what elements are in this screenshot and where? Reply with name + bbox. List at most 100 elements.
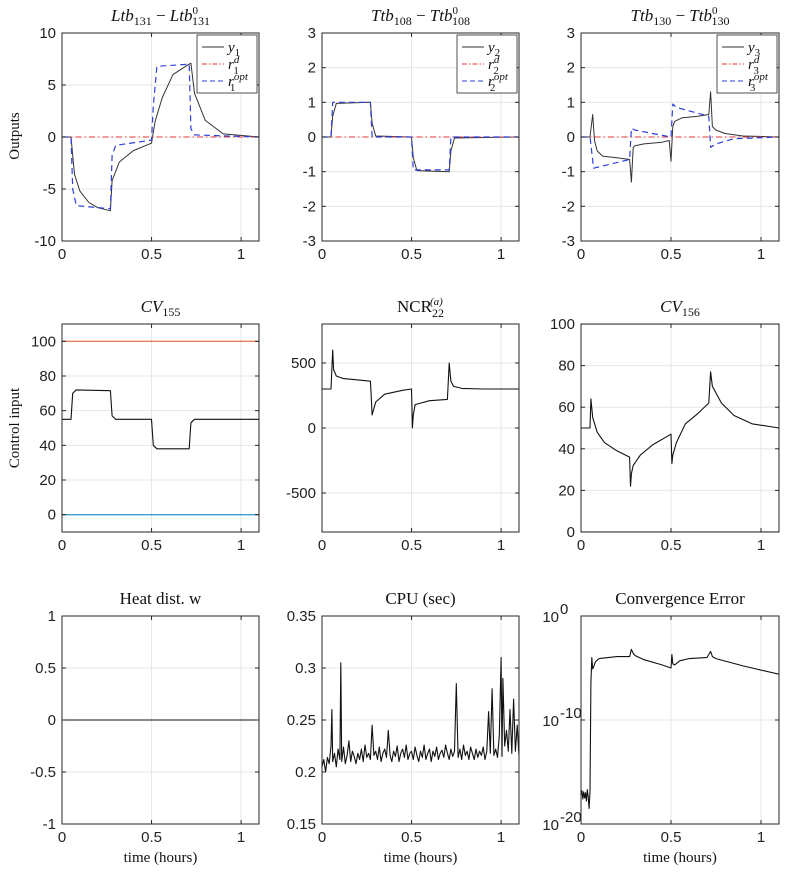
series-r3-opt: [581, 103, 779, 169]
x-tick-label: 0.5: [661, 829, 682, 846]
plot-title: Ttb130 − Ttb0 130: [631, 5, 730, 28]
x-tick-label: 0: [318, 537, 326, 554]
y-tick-label: 0.2: [295, 764, 316, 781]
series-r2-opt: [322, 101, 519, 171]
legend-entry: rd 1: [228, 54, 240, 77]
y-tick-label: 10: [39, 25, 56, 42]
series-r1-opt: [62, 63, 259, 210]
x-tick-label: 0: [577, 246, 585, 263]
x-tick-label: 0.5: [141, 829, 162, 846]
y-tick-label: 3: [308, 25, 316, 42]
plot-area: [62, 324, 259, 532]
data-layer: [322, 349, 519, 429]
x-tick-label: 0.5: [401, 246, 422, 263]
legend-entry: ropt 3: [748, 71, 769, 94]
y-tick-label: -5: [43, 181, 56, 198]
x-tick-label: 0: [318, 246, 326, 263]
outputs-ylabel: Outputs: [7, 112, 23, 160]
y-tick-label: 0.3: [295, 660, 316, 677]
y-tick-label: 40: [558, 441, 575, 458]
y-tick-exponent: -20: [560, 809, 582, 826]
x-tick-label: 0: [58, 246, 66, 263]
subplot-4: 0 0.5 1 0 20 40 60 80 100 CV155: [31, 297, 260, 554]
x-tick-label: 0.5: [141, 246, 162, 263]
y-tick-label: 0: [48, 129, 56, 146]
x-tick-label: 1: [497, 829, 505, 846]
y-tick-label: 2: [567, 60, 575, 77]
subplot-5: 0 0.5 1 -500 0 500 NCR22(a): [286, 296, 520, 554]
series-cpu: [322, 657, 519, 773]
legend-entry: ropt 2: [488, 71, 509, 94]
y-tick-label: 2: [308, 60, 316, 77]
axes-frame: [580, 323, 780, 533]
data-layer: [322, 101, 519, 173]
data-layer: [581, 91, 779, 183]
y-tick-label: 10: [542, 609, 559, 626]
legend-entry: y3: [746, 40, 761, 59]
y-tick-label: 60: [39, 403, 56, 420]
plot-title: NCR22(a): [397, 296, 444, 320]
y-tick-label: -0.5: [30, 764, 56, 781]
axes-frame: [61, 323, 260, 533]
plot-area: [581, 324, 779, 532]
subplot-8: 0 0.5 1 0.15 0.2 0.25 0.3 0.35 CPU (sec) time (ho…: [287, 589, 520, 866]
x-tick-label: 1: [497, 537, 505, 554]
y-tick-label: 10: [542, 713, 559, 730]
y-tick-label: 500: [291, 355, 316, 372]
x-tick-label: 0: [318, 829, 326, 846]
y-tick-label: -1: [562, 164, 575, 181]
x-tick-label: 0.5: [661, 537, 682, 554]
y-tick-label: 40: [39, 437, 56, 454]
y-tick-label: 0.25: [287, 712, 316, 729]
legend-box: [456, 34, 518, 94]
x-tick-label: 0: [577, 829, 585, 846]
x-axis-label: time (hours): [384, 850, 458, 866]
y-tick-label: 0: [567, 524, 575, 541]
y-tick-label: -500: [286, 485, 316, 502]
x-tick-label: 0.5: [141, 537, 162, 554]
x-tick-label: 1: [757, 537, 765, 554]
y-tick-label: 1: [308, 94, 316, 111]
x-tick-label: 1: [237, 537, 245, 554]
data-layer: [62, 340, 259, 516]
x-tick-label: 0: [577, 537, 585, 554]
y-tick-label: 20: [39, 472, 56, 489]
y-tick-label: 20: [558, 482, 575, 499]
plot-title: Ltb131 − Ltb0 131: [110, 5, 210, 28]
y-tick-label: 1: [48, 608, 56, 625]
y-tick-label: 80: [39, 368, 56, 385]
x-tick-label: 0.5: [661, 246, 682, 263]
y-tick-label: -10: [34, 233, 56, 250]
x-tick-label: 0: [58, 537, 66, 554]
x-tick-label: 0.5: [401, 829, 422, 846]
legend-entry: y1: [226, 40, 240, 59]
legend-entry: y2: [486, 40, 500, 59]
y-tick-label: 3: [567, 25, 575, 42]
y-tick-label: -2: [303, 198, 316, 215]
x-axis-label: time (hours): [124, 850, 198, 866]
y-tick-label: 0: [48, 712, 56, 729]
series-input: [62, 389, 259, 450]
y-tick-label: 100: [550, 316, 575, 333]
y-tick-label: 0: [308, 420, 316, 437]
y-tick-label: 0: [308, 129, 316, 146]
y-tick-label: -3: [562, 233, 575, 250]
x-tick-label: 0: [58, 829, 66, 846]
y-tick-label: 0: [567, 129, 575, 146]
y-tick-exponent: 0: [560, 601, 568, 618]
x-tick-label: 1: [237, 829, 245, 846]
plot-title: Heat dist. w: [120, 589, 202, 608]
legend-entry: rd 3: [748, 54, 760, 77]
y-tick-label: 0.15: [287, 816, 316, 833]
y-tick-label: 60: [558, 399, 575, 416]
subplot-7: 0 0.5 1 -1 -0.5 0 0.5 1 Heat dist. w time (hours): [30, 589, 260, 866]
x-tick-label: 0.5: [401, 537, 422, 554]
plot-title: CPU (sec): [385, 589, 455, 608]
y-tick-label: 1: [567, 94, 575, 111]
control-input-ylabel: Control input: [7, 387, 23, 468]
